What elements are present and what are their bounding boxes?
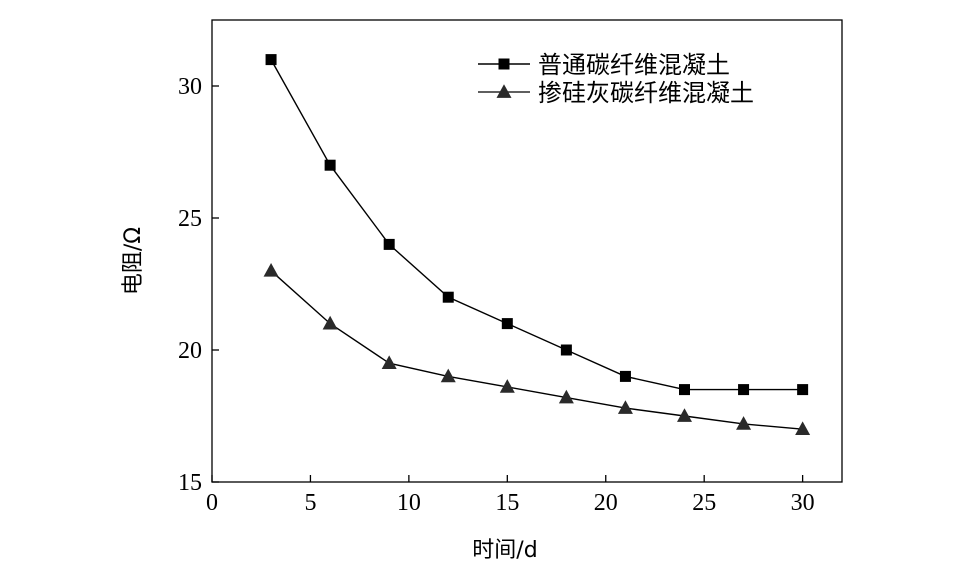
x-tick-label-20: 20 [594,490,618,516]
x-tick-label-0: 0 [206,490,218,516]
plot-frame [211,19,843,483]
series-2-point-10 [795,421,811,436]
legend-item-2: 掺硅灰碳纤维混凝土 [478,79,754,107]
series-1-point-6 [560,344,572,356]
series-1-point-4 [442,291,454,303]
series-2-point-4 [440,368,456,383]
series-2-point-5 [499,379,515,393]
axes-layer: 0 5 10 15 20 25 30 15 20 25 30 [178,19,843,516]
x-tick-label-15: 15 [495,490,519,516]
legend-swatch-marker-2 [496,84,512,98]
series-1-point-5 [501,318,513,330]
series-2-point-8 [677,408,692,422]
series-2-point-6 [558,389,574,404]
series-1-point-2 [324,159,336,171]
series-1 [265,54,809,396]
series-2-point-9 [736,416,752,430]
legend-item-1: 普通碳纤维混凝土 [478,51,730,79]
series-1-point-9 [738,384,750,396]
x-axis-title: 时间/d [472,538,537,563]
y-tick-label-30: 30 [178,74,202,100]
series-2 [263,263,811,436]
series-1-point-10 [797,384,809,396]
legend-label-1: 普通碳纤维混凝土 [538,51,730,79]
legend-label-2: 掺硅灰碳纤维混凝土 [538,79,754,107]
x-tick-label-5: 5 [304,490,316,516]
series-1-line [270,59,803,391]
y-axis-title: 电阻/Ω [121,227,146,295]
series-2-point-3 [381,355,397,370]
series-2-point-2 [322,315,338,330]
y-tick-label-20: 20 [178,338,202,364]
series-1-point-7 [619,370,631,382]
x-tick-label-10: 10 [397,490,421,516]
series-2-point-7 [617,400,633,414]
series-1-point-1 [265,54,277,66]
series-2-point-1 [263,263,279,277]
legend-swatch-marker-1 [498,58,510,70]
series-layer [263,54,811,436]
x-tick-label-30: 30 [791,490,815,516]
y-tick-label-25: 25 [178,206,202,232]
x-tick-label-25: 25 [692,490,716,516]
series-1-point-8 [679,384,690,396]
y-tick-label-15: 15 [178,470,202,496]
series-2-line [270,270,803,430]
series-1-point-3 [383,238,395,250]
